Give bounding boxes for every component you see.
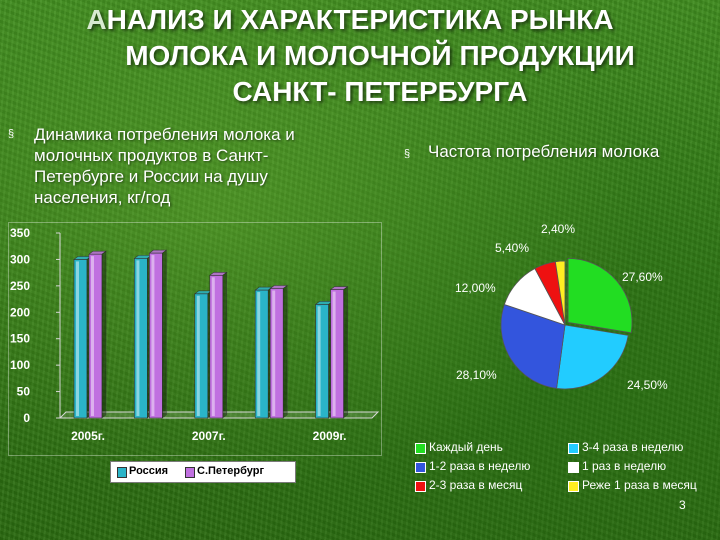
pie-legend-swatch-daily	[415, 443, 426, 454]
pie-legend-3-4-week: 3-4 раза в неделю	[582, 440, 684, 454]
pie-legend-swatch-2-3-month	[415, 481, 426, 492]
legend-swatch-spb	[185, 467, 195, 478]
bar-chart-legend: Россия С.Петербург	[110, 461, 296, 483]
right-bullet-text: Частота потребления молока	[428, 142, 660, 161]
right-bullet-marker: §	[404, 148, 411, 160]
bar-chart-panel	[8, 222, 382, 456]
left-bullet-text: Динамика потребления молока и молочных п…	[34, 124, 364, 208]
left-bullet-line: населения, кг/год	[34, 188, 171, 207]
pie-label-reje: 2,40%	[541, 222, 576, 236]
title-line-1-text: НАЛИЗ И ХАРАКТЕРИСТИКА РЫНКА	[106, 4, 614, 35]
legend-label-russia: Россия	[129, 465, 169, 477]
slide-title-line-2: МОЛОКА И МОЛОЧНОЙ ПРОДУКЦИИ	[125, 40, 635, 71]
pie-legend-swatch-1-2-week	[415, 462, 426, 473]
pie-legend-daily: Каждый день	[429, 440, 503, 454]
page-number: 3	[679, 498, 686, 512]
slide-title-line-3: САНКТ- ПЕТЕРБУРГА	[232, 76, 528, 107]
pie-legend-swatch-1-week	[568, 462, 579, 473]
pie-legend-swatch-3-4-week	[568, 443, 579, 454]
pie-label-1-2-week: 28,10%	[456, 368, 497, 382]
pie-label-3-4-week: 24,50%	[627, 378, 668, 392]
left-bullet-line: Динамика потребления молока и	[34, 125, 295, 144]
left-bullet-marker: §	[8, 128, 15, 140]
pie-label-daily: 27,60%	[622, 270, 663, 284]
pie-label-1-week: 12,00%	[455, 281, 496, 295]
legend-swatch-russia	[117, 467, 127, 478]
legend-label-spb: С.Петербург	[197, 465, 265, 477]
pie-label-2-3-month: 5,40%	[495, 241, 530, 255]
pie-legend-reje: Реже 1 раза в месяц	[582, 478, 697, 492]
pie-legend-2-3-month: 2-3 раза в месяц	[429, 478, 523, 492]
left-bullet-line: молочных продуктов в Санкт-	[34, 146, 269, 165]
pie-legend-swatch-reje	[568, 481, 579, 492]
pie-legend-1-2-week: 1-2 раза в неделю	[429, 459, 531, 473]
title-initial-letter: А	[86, 4, 107, 35]
pie-legend-1-week: 1 раз в неделю	[582, 459, 667, 473]
slide-title-line-1: АНАЛИЗ И ХАРАКТЕРИСТИКА РЫНКА	[30, 2, 670, 38]
left-bullet-line: Петербурге и России на душу	[34, 167, 268, 186]
